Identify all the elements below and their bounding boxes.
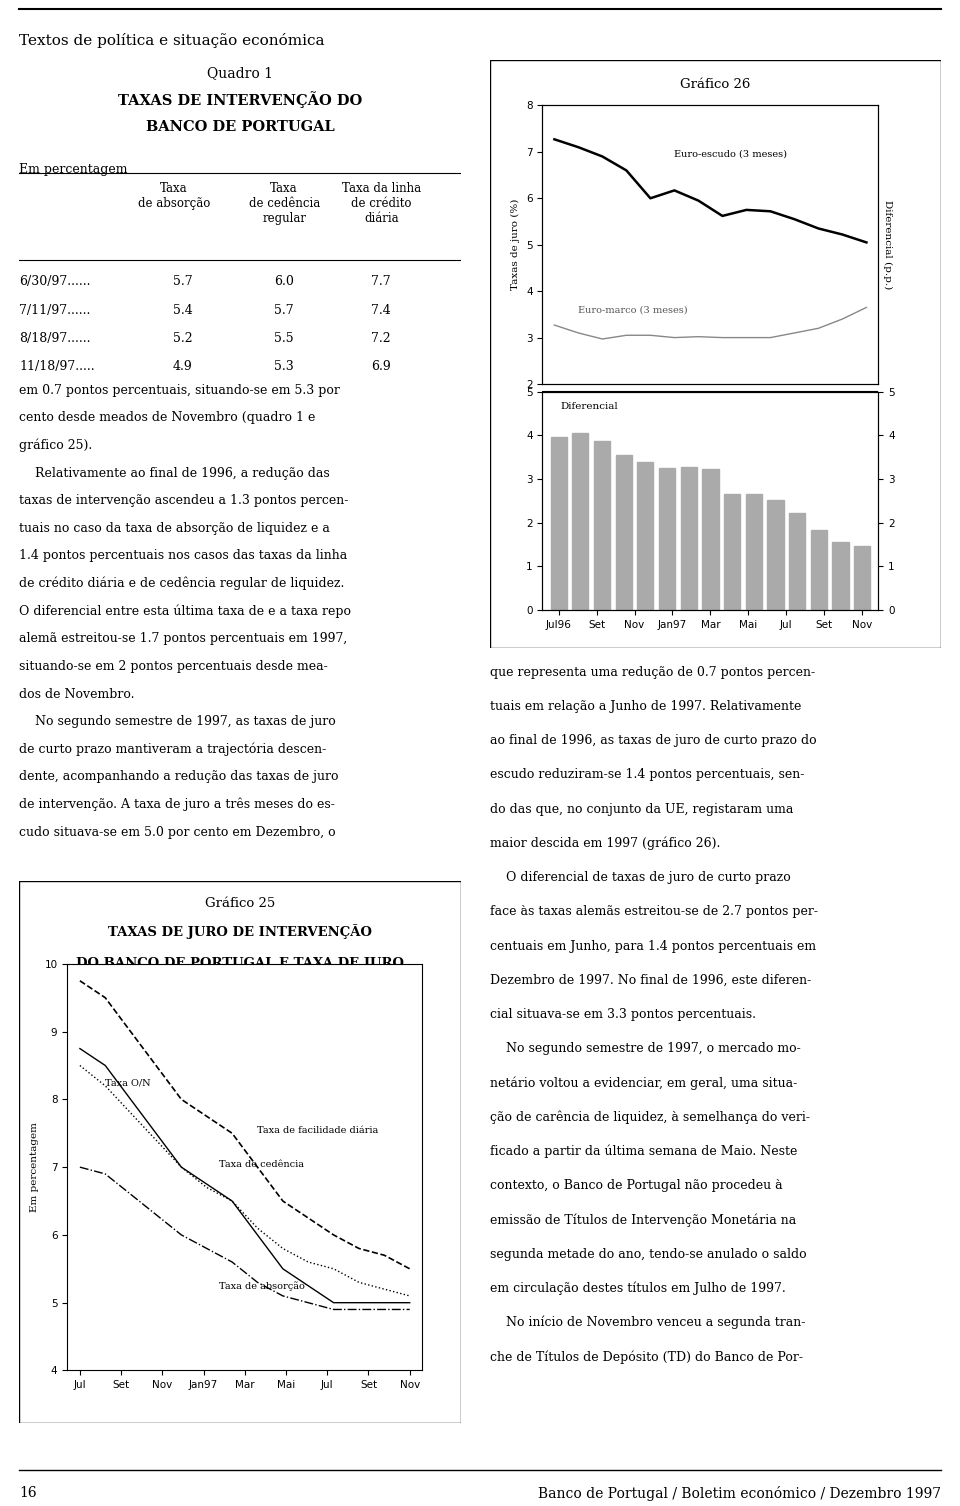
Text: 7.7: 7.7 xyxy=(372,276,391,289)
Text: Quadro 1: Quadro 1 xyxy=(207,66,273,81)
Text: tuais no caso da taxa de absorção de liquidez e a: tuais no caso da taxa de absorção de liq… xyxy=(19,523,330,535)
Text: em 0.7 pontos percentuais, situando-se em 5.3 por: em 0.7 pontos percentuais, situando-se e… xyxy=(19,384,340,396)
Text: dente, acompanhando a redução das taxas de juro: dente, acompanhando a redução das taxas … xyxy=(19,771,339,783)
Text: taxas de intervenção ascendeu a 1.3 pontos percen-: taxas de intervenção ascendeu a 1.3 pont… xyxy=(19,494,348,508)
Text: 4.9: 4.9 xyxy=(173,360,192,372)
Text: de curto prazo mantiveram a trajectória descen-: de curto prazo mantiveram a trajectória … xyxy=(19,742,326,756)
Text: Taxa de absorção: Taxa de absorção xyxy=(220,1282,305,1291)
Text: 8/18/97......: 8/18/97...... xyxy=(19,331,90,345)
Bar xyxy=(746,494,762,610)
Y-axis label: Em percentagem: Em percentagem xyxy=(30,1122,38,1212)
Text: gráfico 25).: gráfico 25). xyxy=(19,438,92,452)
Text: TAXAS DE JURO DE INTERVENÇÃO: TAXAS DE JURO DE INTERVENÇÃO xyxy=(108,925,372,940)
Text: cento desde meados de Novembro (quadro 1 e: cento desde meados de Novembro (quadro 1… xyxy=(19,411,316,425)
Text: No segundo semestre de 1997, as taxas de juro: No segundo semestre de 1997, as taxas de… xyxy=(19,715,336,727)
Bar xyxy=(767,500,783,610)
Text: Gráfico 25: Gráfico 25 xyxy=(204,898,276,910)
Bar xyxy=(615,455,632,610)
Text: 11/18/97.....: 11/18/97..... xyxy=(19,360,95,372)
Text: Euro-marco (3 meses): Euro-marco (3 meses) xyxy=(578,306,688,315)
Text: TAXAS DE INTERVENÇÃO DO: TAXAS DE INTERVENÇÃO DO xyxy=(118,92,362,108)
Text: 6.0: 6.0 xyxy=(275,276,294,289)
Bar xyxy=(810,530,827,610)
Text: 5.5: 5.5 xyxy=(275,331,294,345)
Text: OVERNIGHT NO MMI: OVERNIGHT NO MMI xyxy=(158,989,322,1003)
Text: Taxa
de cedência
regular: Taxa de cedência regular xyxy=(249,182,320,224)
Text: Taxa O/N: Taxa O/N xyxy=(106,1078,151,1087)
Text: TAXAS DE JURO DE CURTO PRAZO: TAXAS DE JURO DE CURTO PRAZO xyxy=(585,113,846,127)
Text: No início de Novembro venceu a segunda tran-: No início de Novembro venceu a segunda t… xyxy=(490,1316,805,1330)
Text: Diferencial: Diferencial xyxy=(561,402,618,411)
Text: cial situava-se em 3.3 pontos percentuais.: cial situava-se em 3.3 pontos percentuai… xyxy=(490,1008,756,1021)
Text: Relativamente ao final de 1996, a redução das: Relativamente ao final de 1996, a reduçã… xyxy=(19,467,330,479)
Text: maior descida em 1997 (gráfico 26).: maior descida em 1997 (gráfico 26). xyxy=(490,837,720,849)
Text: Taxa de cedência: Taxa de cedência xyxy=(220,1160,304,1169)
Text: cudo situava-se em 5.0 por cento em Dezembro, o: cudo situava-se em 5.0 por cento em Deze… xyxy=(19,825,336,839)
Text: Taxa da linha
de crédito
diária: Taxa da linha de crédito diária xyxy=(342,182,420,224)
Text: Taxa
de absorção: Taxa de absorção xyxy=(137,182,210,209)
Text: Euro-escudo (3 meses): Euro-escudo (3 meses) xyxy=(674,149,787,158)
Text: Taxa de facilidade diária: Taxa de facilidade diária xyxy=(257,1126,379,1136)
Text: No segundo semestre de 1997, o mercado mo-: No segundo semestre de 1997, o mercado m… xyxy=(490,1042,801,1056)
Text: 1.4 pontos percentuais nos casos das taxas da linha: 1.4 pontos percentuais nos casos das tax… xyxy=(19,550,348,562)
Text: do das que, no conjunto da UE, registaram uma: do das que, no conjunto da UE, registara… xyxy=(490,803,793,816)
Text: Médias mensais: Médias mensais xyxy=(661,154,769,167)
Text: Banco de Portugal / Boletim económico / Dezembro 1997: Banco de Portugal / Boletim económico / … xyxy=(538,1486,941,1501)
Text: 7/11/97......: 7/11/97...... xyxy=(19,304,90,316)
Text: 7.2: 7.2 xyxy=(372,331,391,345)
Text: ção de carência de liquidez, à semelhança do veri-: ção de carência de liquidez, à semelhanç… xyxy=(490,1110,809,1123)
Text: face às taxas alemãs estreitou-se de 2.7 pontos per-: face às taxas alemãs estreitou-se de 2.7… xyxy=(490,905,818,919)
Text: centuais em Junho, para 1.4 pontos percentuais em: centuais em Junho, para 1.4 pontos perce… xyxy=(490,940,816,952)
Text: 6.9: 6.9 xyxy=(372,360,391,372)
Text: alemã estreitou-se 1.7 pontos percentuais em 1997,: alemã estreitou-se 1.7 pontos percentuai… xyxy=(19,633,348,645)
Text: situando-se em 2 pontos percentuais desde mea-: situando-se em 2 pontos percentuais desd… xyxy=(19,660,328,673)
Text: netário voltou a evidenciar, em geral, uma situa-: netário voltou a evidenciar, em geral, u… xyxy=(490,1077,797,1090)
Text: contexto, o Banco de Portugal não procedeu à: contexto, o Banco de Portugal não proced… xyxy=(490,1179,782,1193)
Text: Gráfico 26: Gráfico 26 xyxy=(680,78,751,90)
Bar xyxy=(854,545,871,610)
Text: 7.4: 7.4 xyxy=(372,304,391,316)
FancyBboxPatch shape xyxy=(19,881,461,1423)
Text: 5.7: 5.7 xyxy=(275,304,294,316)
FancyBboxPatch shape xyxy=(490,60,941,648)
Text: escudo reduziram-se 1.4 pontos percentuais, sen-: escudo reduziram-se 1.4 pontos percentua… xyxy=(490,768,804,782)
Text: Textos de política e situação económica: Textos de política e situação económica xyxy=(19,33,324,48)
Text: 5.2: 5.2 xyxy=(173,331,192,345)
Text: O diferencial de taxas de juro de curto prazo: O diferencial de taxas de juro de curto … xyxy=(490,870,790,884)
Y-axis label: Diferencial (p.p.): Diferencial (p.p.) xyxy=(883,200,892,289)
Text: che de Títulos de Depósito (TD) do Banco de Por-: che de Títulos de Depósito (TD) do Banco… xyxy=(490,1349,803,1363)
Text: 5.7: 5.7 xyxy=(173,276,192,289)
Text: ficado a partir da última semana de Maio. Neste: ficado a partir da última semana de Maio… xyxy=(490,1145,797,1158)
Bar xyxy=(789,514,805,610)
Text: DO BANCO DE PORTUGAL E TAXA DE JURO: DO BANCO DE PORTUGAL E TAXA DE JURO xyxy=(76,956,404,970)
Text: Em percentagem: Em percentagem xyxy=(19,163,128,176)
Text: 5.4: 5.4 xyxy=(173,304,192,316)
Text: segunda metade do ano, tendo-se anulado o saldo: segunda metade do ano, tendo-se anulado … xyxy=(490,1247,806,1261)
Text: emissão de Títulos de Intervenção Monetária na: emissão de Títulos de Intervenção Monetá… xyxy=(490,1214,796,1226)
Text: em circulação destes títulos em Julho de 1997.: em circulação destes títulos em Julho de… xyxy=(490,1282,785,1295)
Text: de intervenção. A taxa de juro a três meses do es-: de intervenção. A taxa de juro a três me… xyxy=(19,798,335,812)
Bar xyxy=(572,434,588,610)
Text: dos de Novembro.: dos de Novembro. xyxy=(19,688,134,700)
Text: de crédito diária e de cedência regular de liquidez.: de crédito diária e de cedência regular … xyxy=(19,577,345,590)
Text: 16: 16 xyxy=(19,1486,36,1500)
Bar xyxy=(724,494,740,610)
Text: ao final de 1996, as taxas de juro de curto prazo do: ao final de 1996, as taxas de juro de cu… xyxy=(490,735,816,747)
Bar xyxy=(637,462,654,610)
Text: tuais em relação a Junho de 1997. Relativamente: tuais em relação a Junho de 1997. Relati… xyxy=(490,700,801,712)
Bar xyxy=(703,470,718,610)
Y-axis label: Taxas de juro (%): Taxas de juro (%) xyxy=(512,199,520,291)
Bar xyxy=(550,437,566,610)
Bar xyxy=(832,542,849,610)
Text: O diferencial entre esta última taxa de e a taxa repo: O diferencial entre esta última taxa de … xyxy=(19,604,351,617)
Text: 6/30/97......: 6/30/97...... xyxy=(19,276,90,289)
Bar xyxy=(594,441,611,610)
Bar xyxy=(681,467,697,610)
Text: Dezembro de 1997. No final de 1996, este diferen-: Dezembro de 1997. No final de 1996, este… xyxy=(490,974,811,986)
Text: BANCO DE PORTUGAL: BANCO DE PORTUGAL xyxy=(146,119,334,134)
Text: 5.3: 5.3 xyxy=(275,360,294,372)
Text: que representa uma redução de 0.7 pontos percen-: que representa uma redução de 0.7 pontos… xyxy=(490,666,815,679)
Bar xyxy=(659,468,675,610)
